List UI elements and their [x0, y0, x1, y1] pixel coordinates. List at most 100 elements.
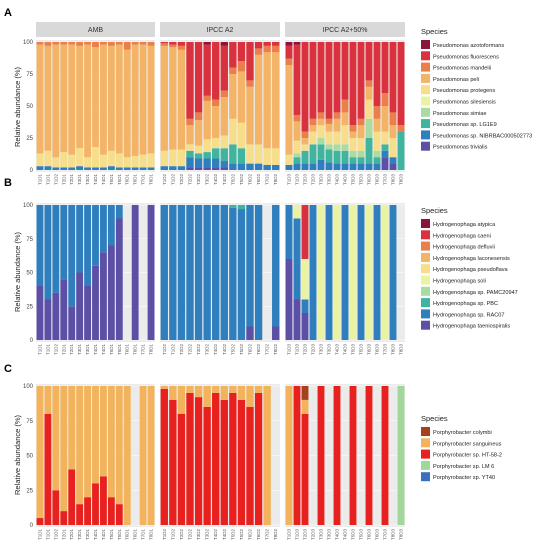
bar-segment [237, 148, 246, 164]
x-tick-label: T1D3 [287, 529, 292, 541]
x-tick-label: T2D1 [61, 529, 66, 541]
x-tick-label: T1D2 [170, 529, 175, 541]
bar-segment [229, 67, 237, 74]
legend-swatch [421, 141, 430, 151]
bar-segment [389, 42, 397, 113]
bar-segment [194, 167, 203, 170]
bar-segment [203, 167, 211, 170]
x-tick-label: T2D2 [188, 344, 193, 356]
bar-segment [272, 148, 280, 165]
bar-segment [220, 167, 228, 170]
bar-segment [115, 386, 123, 505]
x-tick-label: T2D2 [188, 529, 193, 541]
bar-segment [293, 114, 301, 122]
bar-segment [397, 42, 405, 126]
bar-segment [169, 205, 177, 340]
x-tick-label: T2D3 [303, 344, 308, 356]
bar-segment [76, 205, 84, 273]
bar-segment [147, 153, 155, 168]
bar-segment [272, 326, 280, 340]
x-tick-label: T4D3 [343, 529, 348, 541]
bar-segment [309, 131, 317, 145]
y-tick-label: 75 [26, 72, 33, 78]
bar-segment [246, 86, 254, 145]
legend-swatch [421, 427, 430, 436]
x-tick-label: T6D3 [375, 174, 380, 186]
x-tick-label: T6D3 [367, 174, 372, 186]
bar-segment [44, 413, 52, 525]
bar-segment [333, 163, 341, 170]
x-tick-label: T7D1 [141, 344, 146, 356]
bar-segment [36, 205, 44, 286]
bar-segment [84, 44, 91, 158]
legend-label: Hydrogenophaga pseudoflava [433, 267, 509, 273]
bar-segment [68, 205, 76, 307]
x-tick-label: T6D3 [367, 344, 372, 356]
x-tick-label: T1D2 [162, 174, 167, 186]
bar-segment [203, 44, 211, 96]
x-tick-label: T4D2 [213, 529, 218, 541]
bar-segment [212, 386, 220, 393]
legend-label: Hydrogenophaga sp. PAMC20947 [433, 290, 518, 296]
bar-segment [293, 121, 301, 141]
bar-segment [293, 140, 301, 154]
bar-segment [317, 386, 325, 525]
facet-3: T1D3 T1D3 T2D3 T2D3 T3D3 T3D3 T4D3 T4D3 T5D3 T5D3… [285, 203, 405, 355]
x-tick-label: T3D1 [77, 174, 82, 186]
bar-segment [139, 154, 147, 168]
x-tick-label: T3D2 [196, 174, 201, 186]
x-tick-label: T7D2 [265, 529, 270, 541]
bar-segment [68, 167, 76, 170]
bar-segment [44, 150, 52, 167]
bar-segment [84, 42, 91, 45]
x-tick-label: T7D1 [141, 174, 146, 186]
x-tick-label: T5D1 [109, 344, 114, 356]
bar-segment [397, 125, 405, 132]
bar-segment [254, 392, 263, 525]
bar-segment [237, 61, 246, 72]
bar-segment [84, 167, 91, 170]
bar-segment [131, 155, 139, 168]
x-tick-label: T5D2 [230, 344, 235, 356]
legend-swatch [421, 460, 430, 470]
bar-segment [76, 166, 84, 170]
bar-segment [194, 120, 203, 146]
bar-segment [36, 286, 44, 340]
bar-segment [76, 386, 84, 505]
x-tick-label: T1D3 [295, 344, 300, 356]
bar-segment [381, 106, 389, 132]
bar-segment [365, 163, 373, 170]
x-tick-label: T3D1 [85, 529, 90, 541]
bar-segment [309, 42, 317, 119]
bar-segment [333, 150, 341, 164]
bar-segment [309, 118, 317, 126]
bar-segment [36, 153, 44, 167]
bar-segment [381, 131, 389, 145]
bar-segment [147, 205, 155, 340]
bar-segment [229, 144, 237, 164]
bar-segment [333, 131, 341, 145]
bar-segment [100, 252, 107, 340]
x-tick-label: T2D1 [61, 344, 66, 356]
x-tick-label: T8D3 [391, 529, 396, 541]
bar-segment [285, 205, 293, 259]
bar-segment [325, 42, 333, 119]
bar-segment [333, 112, 341, 119]
bar-segment [229, 42, 237, 68]
x-tick-label: T4D2 [222, 174, 227, 186]
bar-segment [381, 42, 389, 94]
x-tick-label: T5D3 [351, 344, 356, 356]
x-tick-label: T3D2 [205, 344, 210, 356]
bar-segment [220, 161, 228, 168]
bar-segment [186, 205, 194, 340]
bar-segment [365, 386, 373, 525]
bar-segment [36, 166, 44, 170]
bar-segment [131, 167, 139, 170]
bar-segment [349, 205, 357, 340]
bar-segment [169, 149, 177, 167]
bar-segment [229, 386, 237, 393]
x-tick-label: T5D1 [109, 529, 114, 541]
bar-segment [317, 112, 325, 119]
